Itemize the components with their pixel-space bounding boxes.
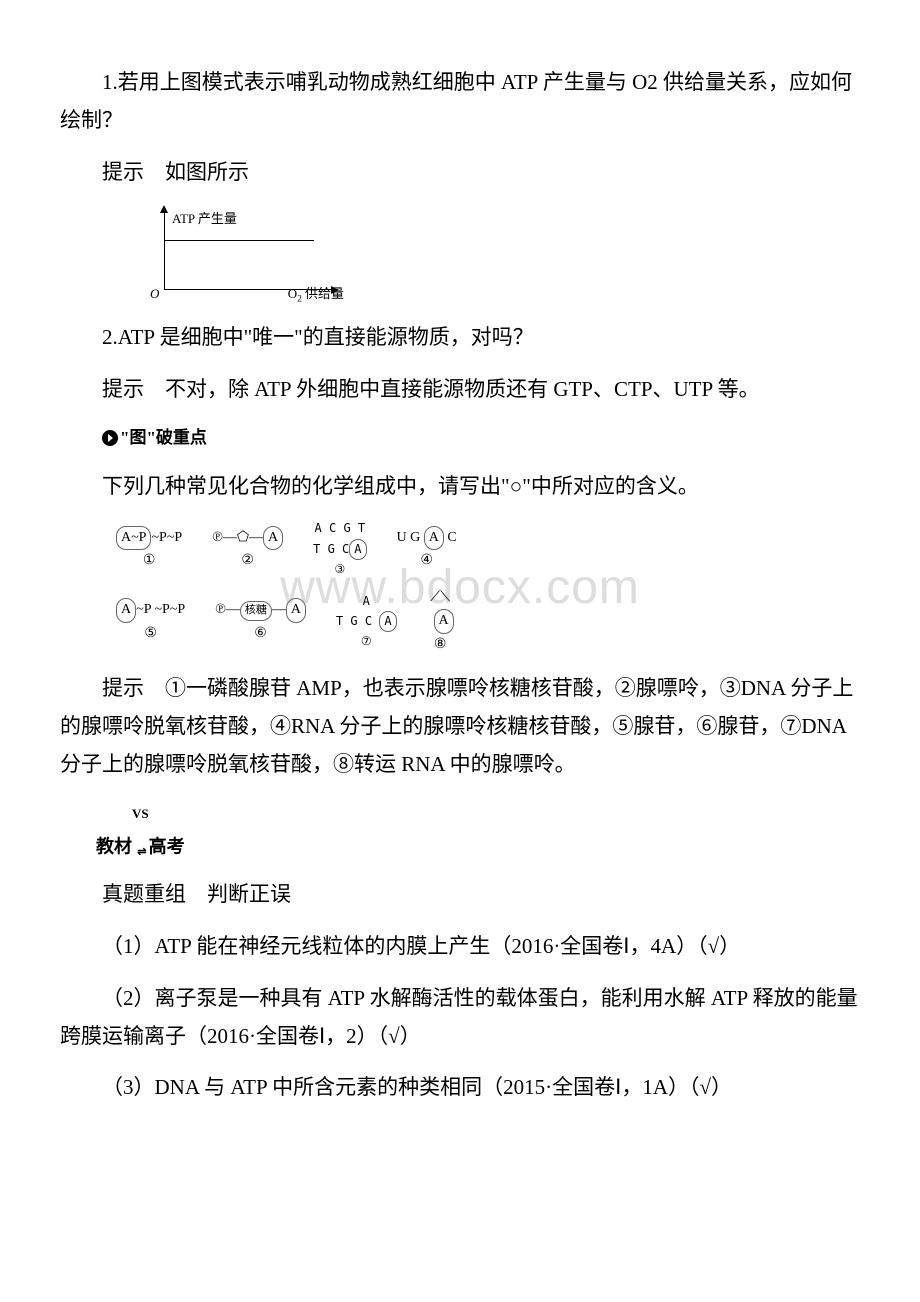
origin-label: O [150, 282, 159, 305]
truefalse-item-2: （2）离子泵是一种具有 ATP 水解酶活性的载体蛋白，能利用水解 ATP 释放的… [60, 980, 860, 1056]
truefalse-title: 真题重组 判断正误 [60, 876, 860, 914]
section-label-1: "图"破重点 [120, 423, 207, 454]
x-axis-label: O2 供给量 [288, 282, 344, 307]
question-2: 2.ATP 是细胞中"唯一"的直接能源物质，对吗？ [60, 319, 860, 357]
section-header-1: "图"破重点 [102, 423, 860, 454]
section-header-2: 教材VS⇌高考 [96, 798, 860, 863]
vs-suffix: 高考 [149, 836, 185, 856]
truefalse-item-3: （3）DNA 与 ATP 中所含元素的种类相同（2015·全国卷Ⅰ，1A）（√） [60, 1069, 860, 1107]
compounds-hint: 提示 ①一磷酸腺苷 AMP，也表示腺嘌呤核糖核苷酸，②腺嘌呤，③DNA 分子上的… [60, 670, 860, 783]
atp-graph: ATP 产生量 O2 供给量 O [144, 205, 344, 305]
y-axis-label: ATP 产生量 [172, 207, 237, 230]
truefalse-item-1: （1）ATP 能在神经元线粒体的内膜上产生（2016·全国卷Ⅰ，4A）（√） [60, 928, 860, 966]
question-1: 1.若用上图模式表示哺乳动物成熟红细胞中 ATP 产生量与 O2 供给量关系，应… [60, 64, 860, 140]
bullet-icon [102, 430, 118, 446]
hint-1-prefix: 提示 如图所示 [60, 154, 860, 192]
hint-2: 提示 不对，除 ATP 外细胞中直接能源物质还有 GTP、CTP、UTP 等。 [60, 371, 860, 409]
vs-label: VS [132, 806, 149, 821]
compounds-diagram: A~P~P~P① ℗—⬠—A② A C G TT G CA③ U G A C④ … [116, 519, 860, 656]
compounds-intro: 下列几种常见化合物的化学组成中，请写出"○"中所对应的含义。 [60, 468, 860, 506]
vs-prefix: 教材 [96, 836, 132, 856]
